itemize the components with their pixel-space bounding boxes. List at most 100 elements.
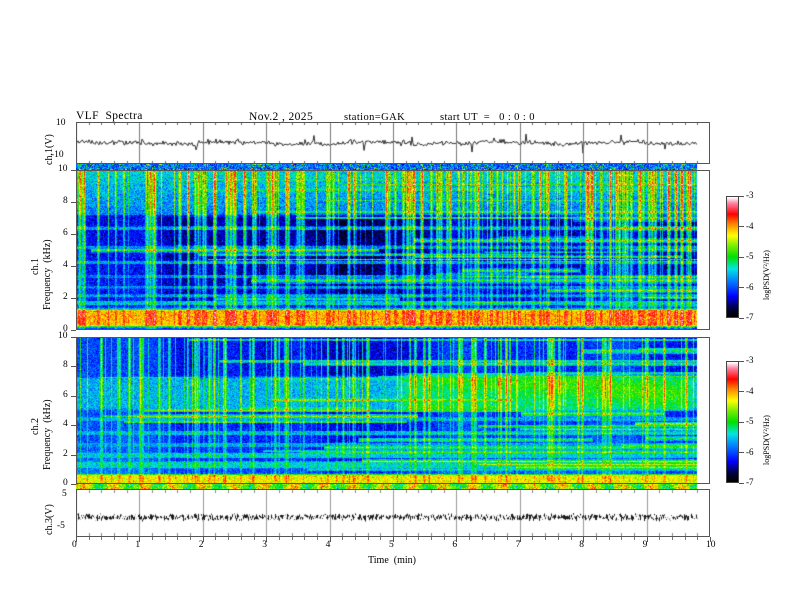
x-axis-minor-tick [380,537,382,540]
y-axis-tick-mark [71,330,76,331]
ch2-bottom-edge-strip [76,484,710,489]
y-axis-tick-label: 8 [63,196,68,206]
x-axis-minor-tick [240,537,242,540]
ch1-wave-axis-label: ch.1(V) [44,134,55,165]
y-axis-tick-label: 10 [58,164,68,174]
x-axis-minor-tick [633,537,635,540]
y-axis-tick-label: 4 [63,260,68,270]
ch1-top-edge-strip [76,164,710,170]
colorbar-tick-mark [739,482,744,484]
colorbar-tick-label: -7 [746,477,754,487]
colorbar-tick-label: -3 [746,190,754,200]
x-axis-tick-label: 10 [706,540,716,550]
x-axis-minor-tick [697,537,699,540]
x-axis-minor-tick [494,537,496,540]
ch2-spectrogram [76,337,710,484]
x-axis-minor-tick [164,537,166,540]
y-axis-tick-label: 4 [63,419,68,430]
x-axis-minor-tick [114,537,116,540]
colorbar-tick-label: -6 [746,446,754,457]
x-axis-minor-tick [316,537,318,540]
colorbar-tick-mark [739,226,744,227]
x-axis-minor-tick [278,537,280,540]
y-axis-tick-mark [71,298,76,299]
ch1-wave-ytick-pos: 10 [56,118,66,128]
colorbar-tick-mark [739,421,744,423]
colorbar-ch2 [726,361,739,483]
colorbar-tick-mark [739,195,744,197]
x-axis-minor-tick [139,537,141,540]
x-axis-minor-tick [519,537,521,540]
y-axis-tick-mark [71,366,76,368]
y-axis-tick-mark [71,425,76,427]
x-axis-minor-tick [431,537,433,540]
ch3-wave-ytick-neg: -5 [57,521,65,531]
x-axis-tick-label: 6 [452,540,458,550]
colorbar-tick-label: -7 [746,312,754,322]
y-axis-tick-label: 6 [63,228,68,238]
x-axis-minor-tick [621,537,623,540]
x-axis-minor-tick [190,537,192,540]
y-axis-tick-label: 10 [58,331,68,341]
y-axis-tick-label: 2 [63,292,68,302]
colorbar-tick-label: -6 [746,281,754,292]
x-axis-minor-tick [342,537,344,540]
colorbar-ch1-label: logPSD(V²/Hz) [762,250,771,300]
ch1-waveform-panel [76,122,710,164]
x-axis-minor-tick [583,537,585,540]
x-axis-tick-label: 8 [579,540,584,550]
x-axis-tick-label: 2 [198,540,204,550]
colorbar-tick-mark [739,256,744,258]
x-axis-tick-label: 1 [135,540,141,550]
y-axis-tick-mark [71,395,76,397]
x-axis-minor-tick [684,537,686,540]
x-axis-tick-label: 7 [515,540,521,550]
ch1-spec-axis-label: Frequency (kHz) [42,239,53,310]
x-axis-minor-tick [710,537,711,540]
y-axis-tick-mark [71,337,76,338]
colorbar-ch1 [726,196,739,318]
y-axis-tick-mark [71,202,76,203]
ch3-waveform-panel [76,489,710,537]
x-axis-minor-tick [532,537,534,540]
x-axis-minor-tick [557,537,559,540]
x-axis-minor-tick [507,537,509,540]
x-axis-tick-label: 0 [72,540,77,550]
x-axis-minor-tick [405,537,407,540]
x-axis-minor-tick [215,537,217,540]
colorbar-tick-mark [739,360,744,362]
x-axis-minor-tick [202,537,204,540]
x-axis-label: Time (min) [368,555,416,566]
y-axis-tick-label: 8 [63,360,68,371]
colorbar-tick-label: -4 [746,220,754,231]
start-ut-label: start UT = 0 : 0 : 0 [440,112,535,123]
y-axis-tick-mark [71,454,76,456]
colorbar-tick-label: -5 [746,416,754,426]
colorbar-tick-mark [739,452,744,453]
y-axis-tick-mark [71,484,76,485]
x-axis-minor-tick [329,537,331,540]
x-axis-minor-tick [570,537,572,540]
x-axis-minor-tick [304,537,306,540]
x-axis-minor-tick [253,537,255,540]
y-axis-tick-label: 2 [63,448,68,459]
x-axis-minor-tick [469,537,471,540]
page-title: VLF Spectra [76,110,143,122]
x-axis-minor-tick [266,537,268,540]
colorbar-tick-mark [739,287,744,288]
x-axis-minor-tick [126,537,128,540]
y-axis-tick-mark [71,266,76,267]
ch1-spec-channel-label: ch.1 [30,258,41,275]
x-axis-minor-tick [152,537,154,540]
colorbar-tick-label: -3 [746,355,754,365]
x-axis-minor-tick [228,537,230,540]
x-axis-tick-label: 5 [389,540,394,550]
ch2-spec-channel-label: ch.2 [30,418,41,435]
colorbar-tick-mark [739,317,744,319]
ch2-spec-axis-label: Frequency (kHz) [42,399,53,470]
colorbar-tick-label: -5 [746,251,754,261]
x-axis-minor-tick [646,537,648,540]
ch3-wave-ytick-pos: 5 [62,489,67,499]
y-axis-tick-mark [71,234,76,235]
